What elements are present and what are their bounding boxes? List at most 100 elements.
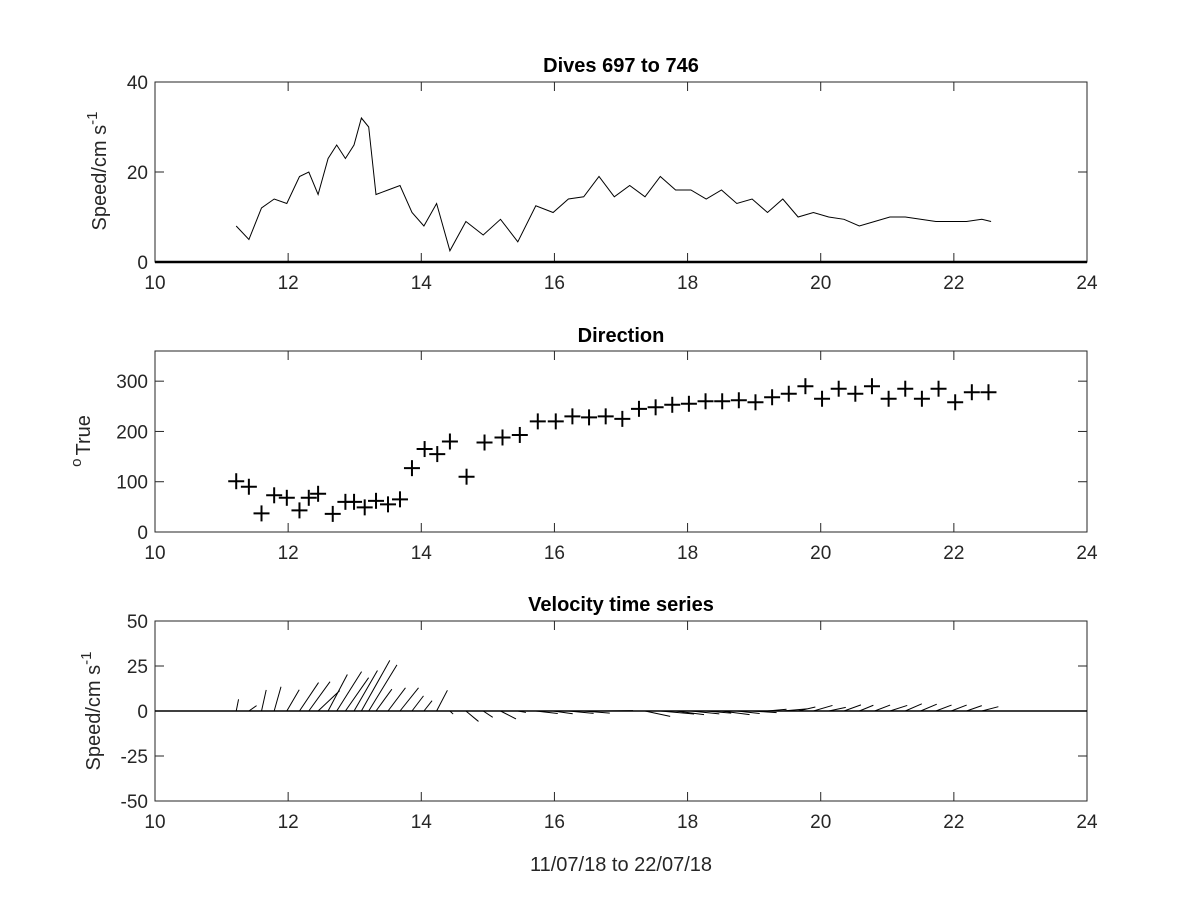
direction-point (441, 433, 458, 450)
speed-xtick-label: 18 (677, 273, 698, 294)
direction-point (814, 390, 831, 407)
direction-panel-title: Direction (578, 325, 665, 347)
direction-axes-box (154, 350, 1088, 533)
direction-point (830, 380, 847, 397)
velocity-stick (411, 695, 424, 712)
direction-point (310, 485, 327, 502)
direction-xtick-label: 16 (544, 543, 565, 564)
velocity-ytick-label: 0 (137, 702, 148, 723)
direction-point (913, 390, 930, 407)
velocity-stick (399, 687, 419, 712)
speed-panel-ylabel: Speed/cm s-1 (84, 112, 111, 231)
velocity-stick (843, 704, 862, 712)
direction-point (747, 394, 764, 411)
direction-point (863, 378, 880, 395)
velocity-xtick-label: 18 (677, 812, 698, 833)
speed-ytick-label: 40 (127, 73, 148, 94)
direction-point (564, 408, 581, 425)
direction-ytick-label: 300 (116, 372, 148, 393)
direction-point (714, 393, 731, 410)
direction-point (897, 380, 914, 397)
velocity-stick (360, 660, 391, 712)
direction-point (630, 400, 647, 417)
velocity-panel-title: Velocity time series (528, 594, 714, 616)
velocity-stick (660, 710, 695, 715)
velocity-stick (465, 710, 479, 722)
direction-point (511, 426, 528, 443)
direction-xtick-label: 10 (144, 543, 165, 564)
velocity-stick (568, 710, 594, 714)
direction-point (300, 489, 317, 506)
direction-point (764, 389, 781, 406)
velocity-stick (752, 710, 777, 714)
speed-ytick-label: 20 (127, 163, 148, 184)
direction-panel: Direction 10 12 14 16 18 20 22 24 0 100 200 300 o Tr… (68, 325, 1098, 564)
direction-ytick-label: 0 (137, 523, 148, 544)
velocity-stick (675, 710, 705, 716)
velocity-stick (813, 704, 833, 712)
velocity-xtick-label: 24 (1076, 812, 1098, 833)
direction-point (391, 491, 408, 508)
velocity-ytick-label: -25 (121, 747, 148, 768)
direction-point (494, 429, 511, 446)
velocity-xtick-label: 14 (411, 812, 433, 833)
direction-point (597, 408, 614, 425)
direction-xtick-label: 24 (1076, 543, 1098, 564)
direction-point (324, 505, 341, 522)
direction-point (253, 505, 270, 522)
direction-point (880, 390, 897, 407)
direction-ytick-label: 100 (116, 473, 148, 494)
direction-point (547, 413, 564, 430)
velocity-stick (368, 664, 398, 712)
direction-panel-ylabel: o True (68, 415, 95, 467)
velocity-ytick-label: 25 (127, 657, 148, 678)
direction-point (240, 478, 257, 495)
direction-xtick-label: 14 (411, 543, 433, 564)
direction-point (228, 473, 245, 490)
velocity-stick (905, 703, 923, 712)
direction-point (416, 441, 433, 458)
direction-point (797, 378, 814, 395)
velocity-plot-area: 10 12 14 16 18 20 22 24 50 25 0 -25 -50 (121, 612, 1098, 833)
velocity-xtick-label: 22 (943, 812, 964, 833)
velocity-stick (517, 710, 527, 713)
velocity-stick (583, 710, 610, 714)
direction-point (647, 399, 664, 416)
velocity-stick (797, 706, 816, 712)
velocity-stick (344, 677, 370, 712)
velocity-stick (736, 710, 760, 715)
direction-point (730, 392, 747, 409)
velocity-ytick-label: 50 (127, 612, 148, 633)
velocity-stick (859, 704, 874, 712)
velocity-stick (308, 681, 331, 712)
velocity-stick (767, 708, 787, 712)
velocity-panel: Velocity time series 10 12 14 16 18 20 22 24 50 2… (78, 594, 1098, 876)
velocity-xtick-label: 10 (144, 812, 165, 833)
speed-xtick-label: 16 (544, 273, 565, 294)
direction-point (476, 434, 493, 451)
speed-plot-area: 10 12 14 16 18 20 22 24 0 20 40 (127, 73, 1098, 294)
velocity-stick (299, 682, 319, 712)
direction-point (581, 409, 598, 426)
direction-ytick-label: 200 (116, 422, 148, 443)
direction-point (930, 380, 947, 397)
speed-xtick-label: 12 (278, 273, 299, 294)
direction-point (368, 492, 385, 509)
speed-panel-ylabel-text: Speed/cm s (89, 125, 111, 231)
velocity-stick (387, 687, 406, 712)
direction-point (963, 384, 980, 401)
direction-point (380, 496, 396, 513)
velocity-stick (553, 710, 573, 715)
direction-xtick-label: 18 (677, 543, 698, 564)
speed-ytick-label: 0 (137, 253, 148, 274)
direction-xtick-label: 20 (810, 543, 831, 564)
velocity-panel-ylabel: Speed/cm s-1 (78, 652, 105, 771)
velocity-stick (920, 703, 937, 712)
velocity-stick (951, 704, 967, 712)
direction-point (356, 499, 373, 516)
velocity-stick (353, 670, 378, 712)
direction-point (847, 385, 864, 402)
velocity-stick (500, 710, 517, 720)
